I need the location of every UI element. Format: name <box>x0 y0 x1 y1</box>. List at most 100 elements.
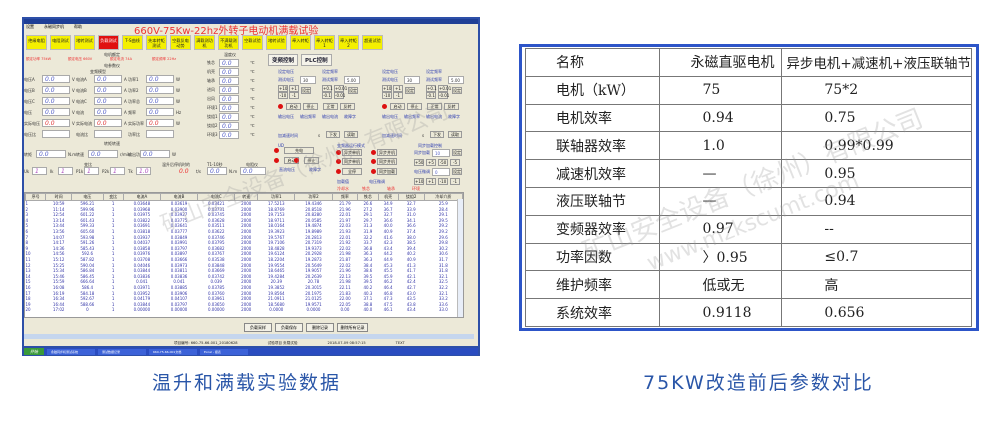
vfd-checkbox[interactable]: 变频模型 <box>90 69 106 74</box>
temp-field[interactable]: 0.0 <box>219 113 239 121</box>
tab-0[interactable]: 变频控制 <box>268 54 299 66</box>
voltage-field[interactable]: 30 <box>300 76 316 84</box>
taskbar-task[interactable]: Excel - 报表 <box>200 348 248 355</box>
torque-field[interactable]: 0.0 <box>140 150 170 158</box>
vertical-scrollbar[interactable] <box>457 199 463 317</box>
table-row[interactable]: 8 14:17 591.26 1 0.04037 0.03991 0.03795 2000 19… <box>26 240 463 246</box>
volt-adj-field[interactable]: 0 <box>432 168 450 176</box>
toolbar-button[interactable]: 不满载测功机 <box>218 35 239 50</box>
volt-set-button[interactable]: 设定 <box>452 168 462 175</box>
step-button[interactable]: +1 <box>393 85 403 92</box>
bottom-button[interactable]: 负载采样 <box>244 323 272 332</box>
value-field[interactable]: 0.0 <box>146 108 174 116</box>
table-row[interactable]: 17 16:19 584.18 1 0.03952 0.03906 0.03760 2000 1… <box>26 291 463 297</box>
mode-button[interactable]: 同步单机 <box>342 158 362 165</box>
table-row[interactable]: 18 16:34 592.67 1 0.04179 0.04107 0.03961 2000 2… <box>26 296 463 302</box>
value-field[interactable]: 0.0 <box>94 97 122 105</box>
bottom-button[interactable]: 删除所有记录 <box>337 323 368 332</box>
table-row[interactable]: 4 13:14 601.43 1 0.03822 0.03775 0.03628 2000 18… <box>26 218 463 224</box>
column-header[interactable]: 频率 <box>331 193 359 201</box>
toolbar-button[interactable]: 牵入转矩 <box>290 35 311 50</box>
ratio-k-field[interactable]: 1 <box>32 167 47 175</box>
column-header[interactable]: 功率2 <box>294 193 333 201</box>
taskbar-task[interactable]: 永磁同步机测试系统 <box>47 348 95 355</box>
table-row[interactable]: 7 14:07 593.98 1 0.03937 0.03849 0.03746 2000 19… <box>26 235 463 241</box>
temp-field[interactable]: 0.0 <box>219 68 239 76</box>
sync-step-button[interactable]: -5 <box>450 159 460 166</box>
step-button[interactable]: -1 <box>289 92 299 99</box>
temp-field[interactable]: 0.0 <box>219 95 239 103</box>
read-button[interactable]: 读取 <box>448 131 462 138</box>
menu-item[interactable]: 帮助 <box>74 24 82 29</box>
ratio-k-field[interactable]: 1 <box>110 167 125 175</box>
step-button[interactable]: +0.01 <box>438 85 452 92</box>
column-header[interactable]: 电流B <box>159 193 199 201</box>
mode-button[interactable]: 异步单机 <box>342 149 362 156</box>
download-button[interactable]: 下发 <box>326 131 340 138</box>
voltage-field[interactable]: 30 <box>404 76 420 84</box>
table-row[interactable]: 9 14:36 585.43 1 0.03858 0.03797 0.03682 2000 18… <box>26 246 463 252</box>
toolbar-button[interactable]: 牵入转矩1 <box>314 35 335 50</box>
toolbar-button[interactable]: 满载测功机 <box>194 35 215 50</box>
start-button[interactable]: 启动 <box>286 103 301 110</box>
sync-step-button[interactable]: +5 <box>426 159 436 166</box>
table-row[interactable]: 5 13:44 599.33 1 0.03691 0.03641 0.03511 2000 18… <box>26 223 463 229</box>
temp-field[interactable]: 0.0 <box>219 131 239 139</box>
step-button[interactable]: +10 <box>278 85 288 92</box>
torque-field[interactable]: 0.0 <box>88 150 118 158</box>
ratio-field[interactable] <box>146 130 174 138</box>
mode-button[interactable]: 全停 <box>342 168 362 175</box>
taskbar-task[interactable]: 660-75-66-001文档 <box>149 348 197 355</box>
table-row[interactable]: 16 16:08 586.4 1 0.03971 0.03885 0.03785 2000 19… <box>26 285 463 291</box>
reverse-button[interactable]: 反转 <box>340 103 355 110</box>
value-field[interactable]: 0.0 <box>42 86 70 94</box>
column-header[interactable]: 功率1 <box>257 193 296 201</box>
forward-button[interactable]: 正常 <box>323 103 338 110</box>
column-header[interactable]: 时间 <box>45 193 73 201</box>
toolbar-button[interactable]: T-S曲线 <box>122 35 143 50</box>
res-field[interactable]: 0.0 <box>240 167 266 175</box>
sync-step-button[interactable]: +10 <box>414 178 424 185</box>
toolbar-button[interactable]: 负载测试 <box>98 35 119 50</box>
dc-charge-button[interactable]: 充电 <box>284 147 314 154</box>
table-row[interactable]: 10 14:56 592.6 1 0.03976 0.03897 0.03767 2000 19… <box>26 251 463 257</box>
step-button[interactable]: +1 <box>289 85 299 92</box>
step-button[interactable]: -0.1 <box>322 92 332 99</box>
step-button[interactable]: -10 <box>278 92 288 99</box>
forward-button[interactable]: 正常 <box>427 103 442 110</box>
freq-field[interactable]: 5.00 <box>448 76 464 84</box>
read-button[interactable]: 读取 <box>344 131 358 138</box>
stop-button[interactable]: 停止 <box>407 103 422 110</box>
bottom-button[interactable]: 负载保存 <box>275 323 303 332</box>
step-button[interactable]: -0.01 <box>438 92 450 99</box>
column-header[interactable]: 电流C <box>197 193 236 201</box>
value-field[interactable]: 0.0 <box>42 97 70 105</box>
toolbar-button[interactable]: 先本转矩测试 <box>146 35 167 50</box>
column-header[interactable]: 铁芯 <box>357 193 379 201</box>
table-row[interactable]: 12 15:25 590.04 1 0.04046 0.03973 0.03848 2000 1… <box>26 263 463 269</box>
tq-field[interactable]: 0.0 <box>207 167 227 175</box>
table-row[interactable]: 1 10:59 596.21 1 0.03648 0.03619 0.03421 2000 17… <box>26 201 463 207</box>
start-button[interactable]: 启动 <box>390 103 405 110</box>
table-row[interactable]: 15 15:59 666.64 1 0.041 0.041 0.039 2000 20.39 20… <box>26 279 463 285</box>
column-header[interactable]: 电流A <box>122 193 161 201</box>
table-row[interactable]: 20 17:02 0 1 0.00000 0.00000 0.00000 2000 0.0000… <box>26 307 463 313</box>
column-header[interactable]: 电压 <box>71 193 104 201</box>
column-header[interactable]: 序号 <box>25 193 47 201</box>
value-field[interactable]: 0.0 <box>146 75 174 83</box>
step-button[interactable]: +10 <box>382 85 392 92</box>
set-button[interactable]: 设定 <box>452 87 462 94</box>
table-row[interactable]: 6 13:56 605.60 1 0.03818 0.03777 0.03622 2000 19… <box>26 229 463 235</box>
start-button[interactable]: 开始 <box>24 348 44 355</box>
menu-item[interactable]: 永磁同步机 <box>44 24 64 29</box>
table-row[interactable]: 19 16:44 588.66 1 0.03844 0.03797 0.03650 2000 1… <box>26 302 463 308</box>
toolbar-button[interactable]: 空载试验 <box>242 35 263 50</box>
sync-step-button[interactable]: +1 <box>426 178 436 185</box>
column-header[interactable]: 绕组2 <box>397 193 425 201</box>
table-row[interactable]: 2 11:14 599.96 1 0.03968 0.03900 0.03731 2000 18… <box>26 207 463 213</box>
ratio-k-field[interactable]: 1 <box>58 167 73 175</box>
step-button[interactable]: -1 <box>393 92 403 99</box>
download-button[interactable]: 下发 <box>430 131 444 138</box>
temp-field[interactable]: 0.0 <box>219 86 239 94</box>
value-field[interactable]: 0.0 <box>94 86 122 94</box>
